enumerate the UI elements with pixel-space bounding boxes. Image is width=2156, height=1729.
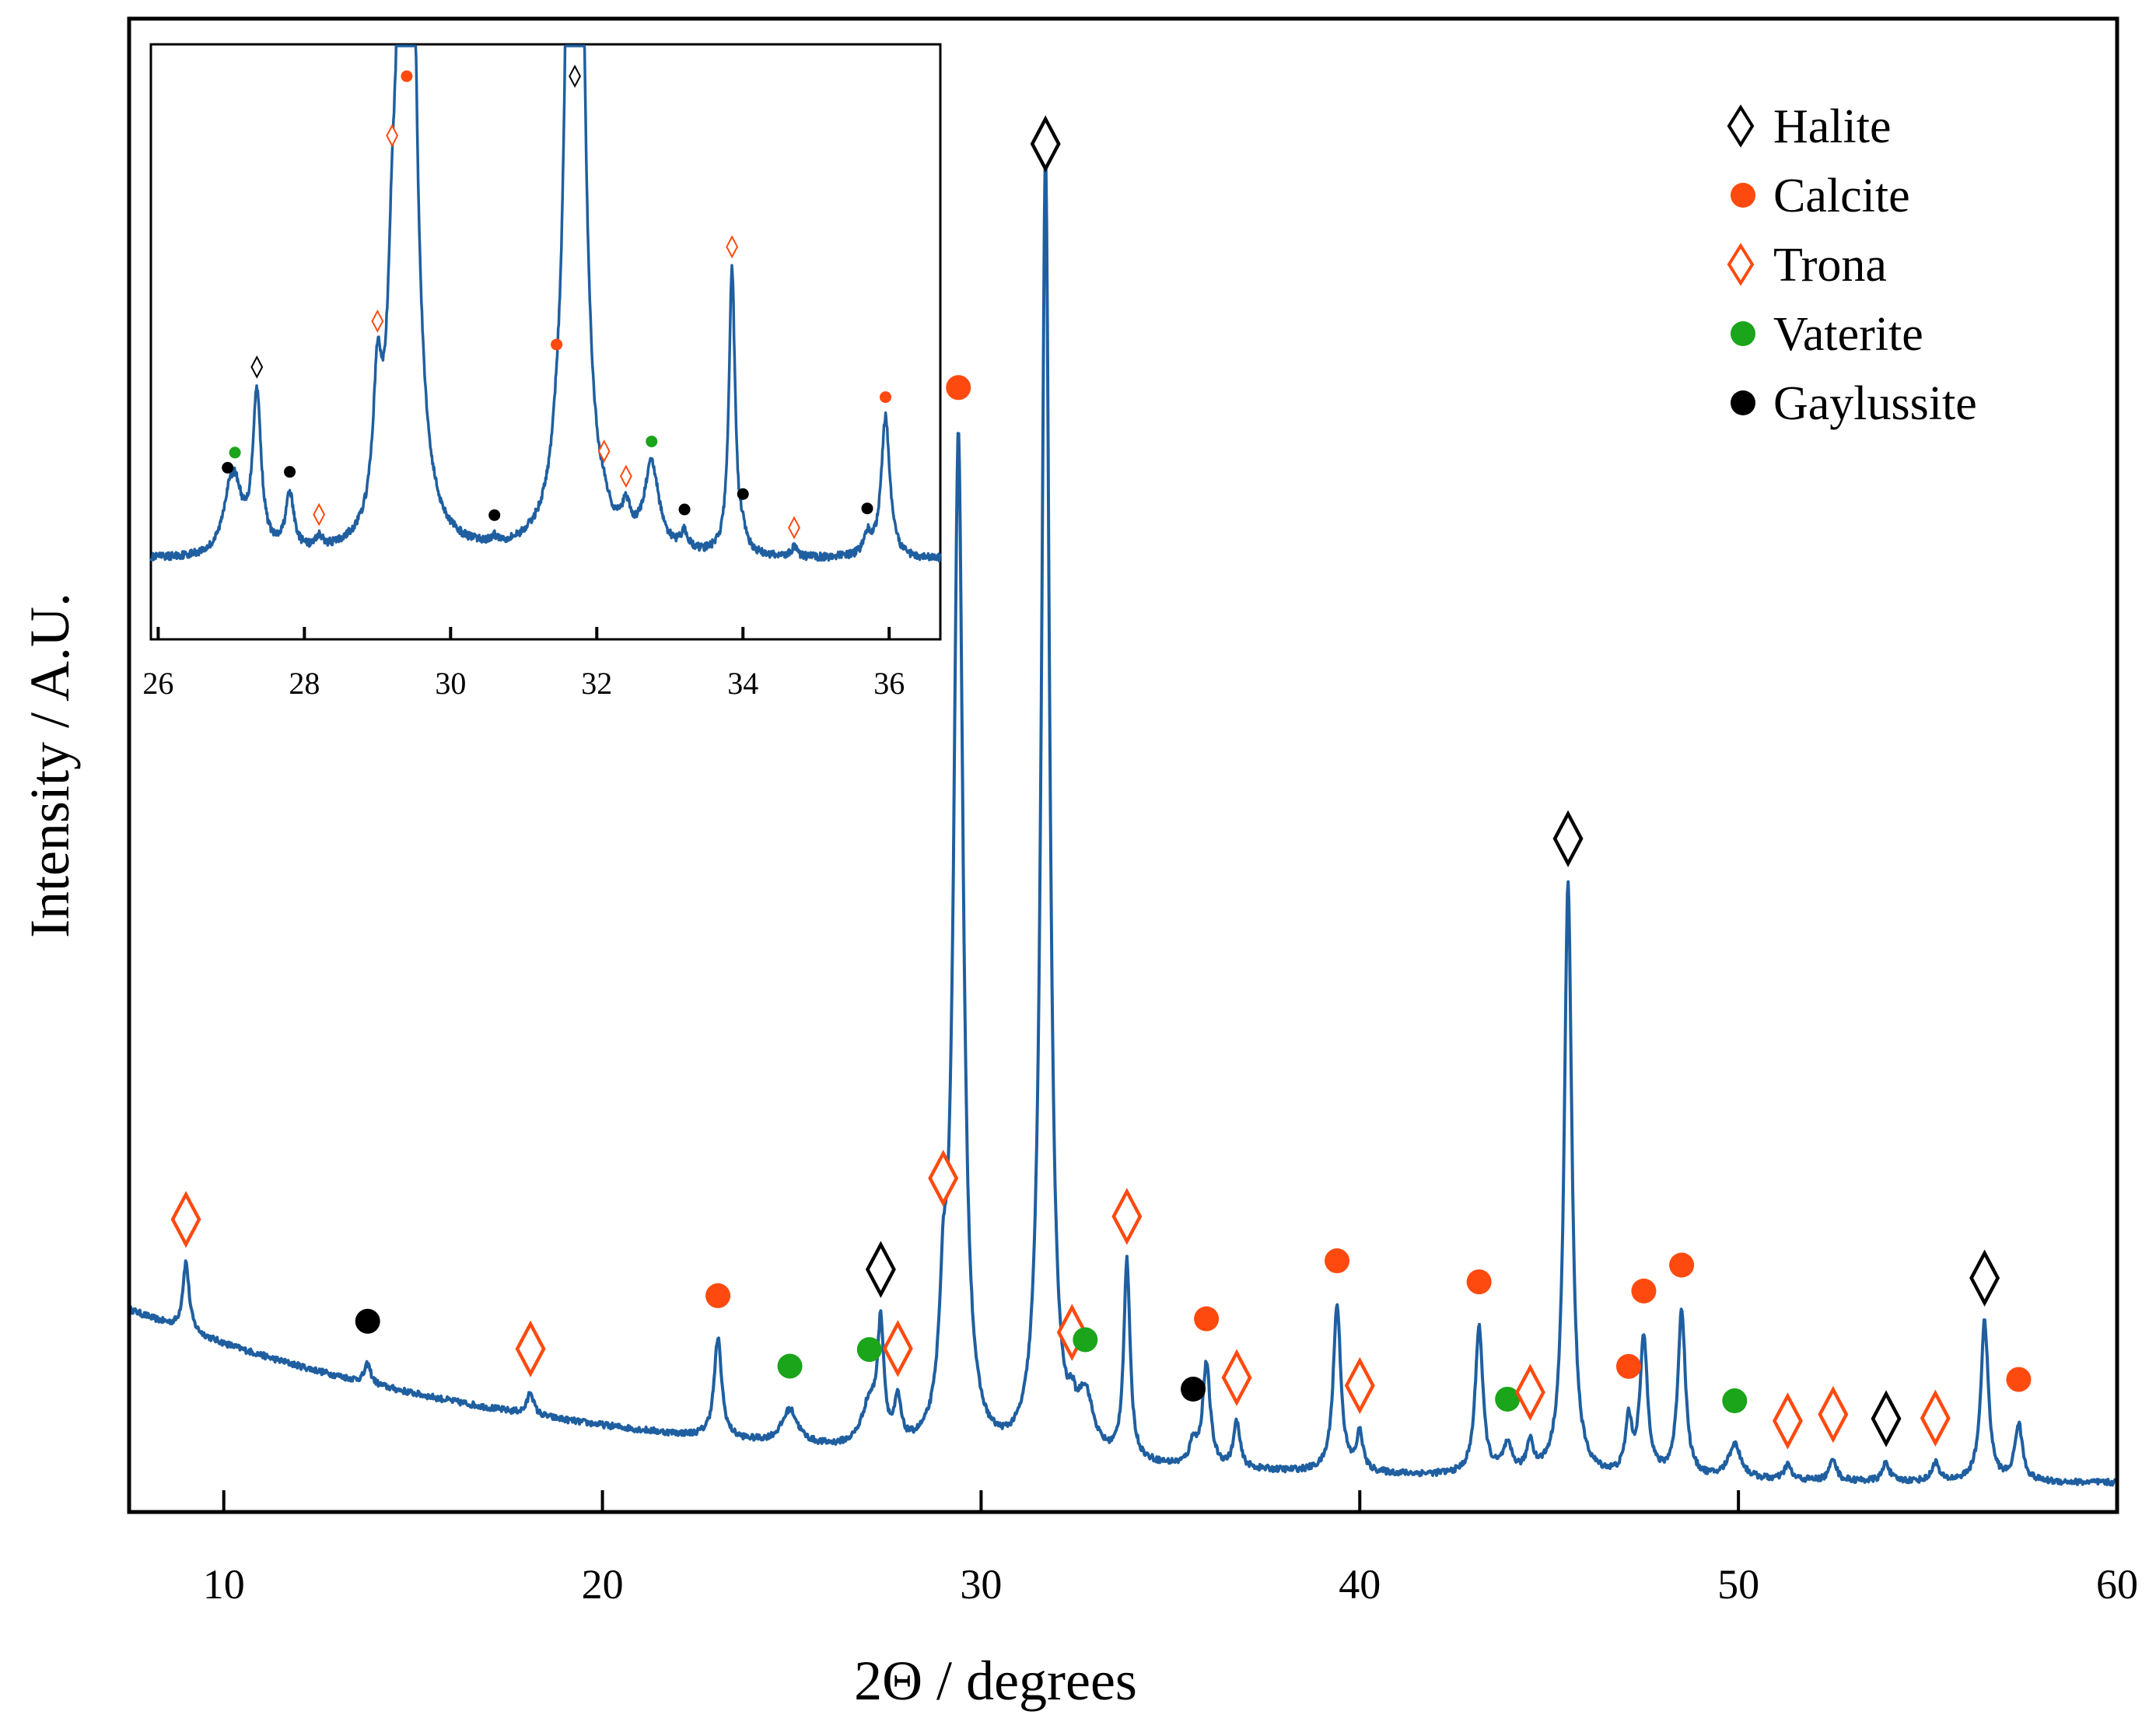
marker-trona-21 bbox=[1514, 1363, 1545, 1421]
marker-trona-16 bbox=[1221, 1349, 1252, 1406]
inset-series bbox=[149, 44, 942, 563]
inset-x-axis: 26 28 30 32 34 36 bbox=[142, 627, 905, 701]
legend-marker-vaterite bbox=[1731, 321, 1755, 346]
marker-vaterite-inset-13 bbox=[646, 436, 658, 448]
legend-label-trona: Trona bbox=[1773, 239, 1887, 292]
marker-halite-inset-10 bbox=[569, 65, 582, 88]
marker-trona-2 bbox=[515, 1320, 546, 1377]
inset-tick-label-0: 26 bbox=[142, 666, 173, 701]
marker-trona-inset-17 bbox=[788, 516, 800, 540]
main-plot-frame bbox=[127, 16, 2119, 1514]
marker-gaylussite-1 bbox=[355, 1308, 380, 1334]
main-tick-label-2: 30 bbox=[960, 1561, 1002, 1608]
marker-halite-29 bbox=[1871, 1390, 1902, 1447]
marker-halite-22 bbox=[1552, 810, 1584, 867]
marker-trona-7 bbox=[882, 1320, 913, 1377]
inset-tick-label-1: 28 bbox=[289, 666, 320, 701]
main-tick-label-5: 60 bbox=[2096, 1561, 2138, 1608]
marker-halite-6 bbox=[865, 1241, 896, 1298]
marker-vaterite-5 bbox=[856, 1337, 882, 1363]
legend-label-gaylussite: Gaylussite bbox=[1773, 377, 1977, 430]
inset-tick-label-5: 36 bbox=[873, 666, 905, 701]
marker-vaterite-26 bbox=[1722, 1388, 1748, 1414]
marker-calcite-32 bbox=[2006, 1367, 2032, 1392]
main-tick-label-1: 20 bbox=[582, 1561, 624, 1608]
marker-trona-inset-12 bbox=[619, 464, 632, 488]
marker-calcite-inset-7 bbox=[401, 70, 413, 82]
legend-marker-trona bbox=[1727, 243, 1755, 286]
marker-halite-31 bbox=[1969, 1249, 2000, 1307]
marker-vaterite-4 bbox=[777, 1353, 803, 1379]
inset-chart: 26 28 30 32 34 36 bbox=[142, 43, 942, 701]
marker-trona-inset-15 bbox=[726, 235, 739, 259]
legend-marker-gaylussite bbox=[1731, 390, 1755, 415]
legend-marker-halite bbox=[1727, 104, 1755, 148]
inset-tick-label-4: 34 bbox=[727, 666, 758, 701]
marker-gaylussite-inset-0 bbox=[222, 461, 234, 474]
y-axis-title: Intensity / A.U. bbox=[19, 593, 81, 938]
x-axis-title: 2Θ / degrees bbox=[854, 1650, 1137, 1712]
marker-calcite-19 bbox=[1466, 1269, 1492, 1295]
legend: Halite Calcite Trona Vaterite Gaylussite bbox=[1727, 100, 1977, 430]
marker-vaterite-20 bbox=[1495, 1386, 1521, 1412]
marker-trona-inset-6 bbox=[386, 124, 399, 148]
main-xrd-trace bbox=[128, 161, 2119, 1487]
marker-trona-13 bbox=[1111, 1188, 1143, 1245]
legend-label-halite: Halite bbox=[1773, 100, 1892, 153]
main-series bbox=[128, 161, 2119, 1487]
marker-trona-inset-11 bbox=[597, 439, 611, 464]
marker-trona-0 bbox=[170, 1191, 201, 1248]
marker-trona-inset-4 bbox=[313, 502, 326, 527]
marker-trona-30 bbox=[1920, 1389, 1951, 1447]
marker-calcite-inset-9 bbox=[551, 338, 563, 351]
marker-gaylussite-inset-8 bbox=[488, 509, 501, 521]
marker-calcite-3 bbox=[705, 1283, 731, 1308]
marker-calcite-inset-19 bbox=[880, 391, 892, 404]
inset-peak-markers bbox=[222, 65, 892, 540]
marker-calcite-25 bbox=[1669, 1252, 1695, 1278]
marker-trona-28 bbox=[1818, 1385, 1849, 1444]
marker-gaylussite-14 bbox=[1181, 1377, 1206, 1402]
marker-calcite-24 bbox=[1631, 1278, 1657, 1304]
main-peak-markers bbox=[170, 115, 2032, 1450]
inset-tick-label-3: 32 bbox=[581, 666, 612, 701]
marker-gaylussite-inset-16 bbox=[737, 488, 749, 500]
inset-frame bbox=[149, 43, 942, 641]
inset-xrd-trace bbox=[149, 44, 942, 563]
marker-vaterite-inset-1 bbox=[229, 446, 241, 459]
marker-calcite-9 bbox=[946, 375, 971, 401]
marker-calcite-15 bbox=[1194, 1306, 1220, 1332]
marker-trona-18 bbox=[1344, 1356, 1375, 1415]
marker-gaylussite-inset-14 bbox=[678, 503, 691, 516]
main-tick-label-4: 50 bbox=[1717, 1561, 1759, 1608]
main-tick-label-3: 40 bbox=[1339, 1561, 1381, 1608]
marker-gaylussite-inset-18 bbox=[861, 502, 873, 515]
legend-label-vaterite: Vaterite bbox=[1773, 308, 1923, 361]
marker-gaylussite-inset-3 bbox=[284, 466, 296, 478]
marker-trona-8 bbox=[928, 1150, 959, 1207]
marker-halite-10 bbox=[1030, 115, 1061, 173]
legend-label-calcite: Calcite bbox=[1773, 170, 1910, 222]
legend-marker-calcite bbox=[1731, 183, 1755, 208]
main-tick-label-0: 10 bbox=[203, 1561, 245, 1608]
marker-calcite-17 bbox=[1325, 1248, 1350, 1274]
marker-trona-27 bbox=[1772, 1392, 1803, 1450]
marker-calcite-23 bbox=[1615, 1353, 1641, 1379]
marker-vaterite-12 bbox=[1073, 1327, 1098, 1353]
main-x-axis: 10 20 30 40 50 60 bbox=[203, 1490, 2138, 1608]
marker-halite-inset-2 bbox=[250, 355, 264, 379]
marker-trona-inset-5 bbox=[371, 309, 384, 333]
inset-tick-label-2: 30 bbox=[435, 666, 466, 701]
